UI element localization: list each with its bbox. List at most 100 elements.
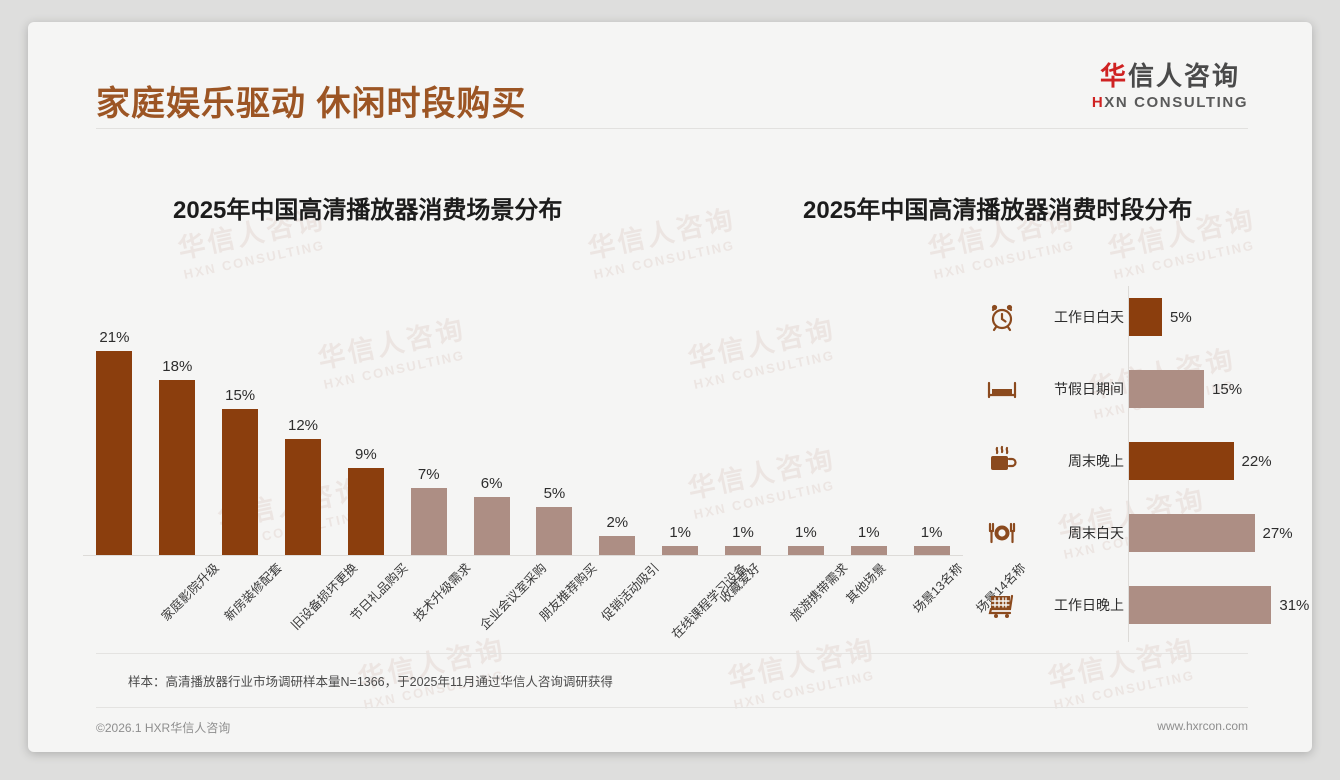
timeslot-bar-value-label: 5% [1170, 308, 1192, 326]
website-link[interactable]: www.hxrcon.com [1157, 719, 1248, 733]
timeslot-bar[interactable] [1129, 370, 1205, 408]
scene-bar[interactable] [536, 507, 573, 556]
scene-bar[interactable] [913, 546, 950, 556]
scene-category-label: 新房装修配套 [222, 560, 286, 624]
logo-cn-rest: 信人咨询 [1128, 61, 1241, 91]
scene-bar-column[interactable]: 21% [83, 306, 146, 556]
timeslot-category-label: 周末晚上 [1068, 453, 1124, 469]
scene-bar[interactable] [96, 350, 133, 556]
sample-footnote: 样本：高清播放器行业市场调研样本量N=1366，于2025年11月通过华信人咨询… [128, 675, 613, 689]
scene-bar-value-label: 6% [480, 475, 503, 493]
timeslot-bar-value-label: 22% [1241, 452, 1272, 470]
scene-bar-value-label: 5% [543, 485, 566, 503]
timeslot-chart-axis [1128, 286, 1129, 642]
scene-bar-value-label: 1% [920, 524, 943, 542]
scene-bar-value-label: 21% [99, 328, 130, 346]
charts-area: 2025年中国高清播放器消费场景分布 2025年中国高清播放器消费时段分布 21… [28, 126, 1312, 681]
scene-bar-value-label: 1% [669, 524, 691, 542]
scene-bar-column[interactable]: 12% [272, 306, 335, 556]
timeslot-bar-group: 5% [1129, 298, 1192, 336]
timeslot-category-label: 节假日期间 [1054, 381, 1124, 397]
bed-icon [986, 373, 1018, 405]
scene-bar-column[interactable]: 18% [146, 306, 209, 556]
timeslot-row[interactable]: 周末白天 27% [978, 510, 1293, 556]
scene-category-labels: 家庭影院升级 新房装修配套 旧设备损坏更换 节日礼品购买 技术升级需求 企业会议室采购 朋友… [83, 558, 1028, 678]
timeslot-category-label: 工作日白天 [1054, 309, 1124, 325]
scene-bar-column[interactable]: 1% [712, 306, 775, 556]
timeslot-row[interactable]: 工作日白天 5% [978, 294, 1278, 340]
scene-bar-column[interactable]: 2% [586, 306, 649, 556]
scene-bar[interactable] [222, 409, 259, 556]
scene-category-label: 企业会议室采购 [477, 560, 549, 633]
scene-bar-column[interactable]: 15% [209, 306, 272, 556]
timeslot-row[interactable]: 周末晚上 22% [978, 438, 1278, 484]
slide-footer: ©2026.1 HXR华信人咨询 www.hxrcon.com [96, 719, 1248, 736]
timeslot-bar-group: 31% [1129, 586, 1309, 624]
scene-bar[interactable] [787, 546, 824, 556]
scene-bars-container: 21% 18% 15% 12% 9% 7% 6% 5% 2% 1% 1% 1% 1% 1% [83, 306, 963, 556]
scene-bar-value-label: 18% [162, 358, 193, 376]
scene-bar-value-label: 1% [857, 524, 880, 542]
scene-bar[interactable] [850, 546, 887, 556]
timeslot-bar-value-label: 15% [1212, 380, 1243, 398]
slide-canvas: 家庭娱乐驱动 休闲时段购买 华信人咨询 HXN CONSULTING 华信人咨询… [28, 22, 1312, 752]
timeslot-bar-group: 22% [1129, 442, 1272, 480]
scene-category-label: 技术升级需求 [410, 560, 474, 624]
scene-bar-value-label: 15% [225, 387, 256, 405]
scene-bar-column[interactable]: 1% [774, 306, 837, 556]
scene-bar[interactable] [410, 487, 447, 556]
scene-chart-title: 2025年中国高清播放器消费场景分布 [173, 197, 563, 224]
timeslot-chart-title: 2025年中国高清播放器消费时段分布 [803, 197, 1193, 224]
timeslot-bar[interactable] [1129, 586, 1272, 624]
scene-bar-value-label: 2% [606, 514, 629, 532]
scene-bar-column[interactable]: 5% [523, 306, 586, 556]
timeslot-category-label: 周末白天 [1068, 525, 1124, 541]
scene-bar-column[interactable]: 9% [334, 306, 397, 556]
timeslot-category-label: 工作日晚上 [1054, 597, 1124, 613]
scene-category-label: 其他场景 [843, 560, 889, 607]
scene-bar-column[interactable]: 1% [900, 306, 963, 556]
scene-bar-value-label: 7% [417, 465, 440, 483]
scene-bar[interactable] [473, 497, 510, 556]
logo-en-accent-char: H [1091, 93, 1105, 111]
footnote-divider [96, 653, 1248, 654]
copyright-text: ©2026.1 HXR华信人咨询 [96, 721, 231, 735]
scene-bar-column[interactable]: 7% [397, 306, 460, 556]
scene-category-label: 家庭影院升级 [159, 560, 223, 624]
scene-bar-column[interactable]: 1% [649, 306, 712, 556]
header-divider [96, 128, 1248, 129]
timeslot-row[interactable]: 节假日期间 15% [978, 366, 1278, 412]
footer-divider [96, 707, 1248, 708]
company-logo: 华信人咨询 HXN CONSULTING [1070, 62, 1270, 111]
scene-bar[interactable] [725, 546, 762, 556]
logo-cn-accent-char: 华 [1099, 61, 1128, 91]
timeslot-bar[interactable] [1129, 514, 1255, 552]
scene-bar[interactable] [159, 380, 196, 556]
timeslot-bar-group: 27% [1129, 514, 1293, 552]
scene-bar-value-label: 1% [795, 524, 817, 542]
timeslot-bar[interactable] [1129, 442, 1234, 480]
scene-category-label: 场景13名称 [910, 560, 966, 616]
scene-bar-column[interactable]: 1% [837, 306, 900, 556]
scene-bar[interactable] [285, 438, 321, 556]
scene-bar-value-label: 1% [732, 524, 754, 542]
logo-english-text: HXN CONSULTING [1070, 94, 1270, 111]
scene-bar[interactable] [347, 468, 384, 556]
scene-chart-baseline [83, 555, 963, 556]
scene-category-label: 旧设备损坏更换 [288, 560, 361, 633]
scene-bar[interactable] [599, 536, 636, 556]
dinner-plate-icon [986, 517, 1018, 549]
timeslot-bar[interactable] [1129, 298, 1163, 336]
timeslot-distribution-bar-chart: 工作日白天 5% 节假日期间 15% 周末晚上 22% 周末白天 27% 工作日晚上 31% [978, 286, 1309, 646]
scene-bar-value-label: 9% [355, 446, 377, 464]
timeslot-row[interactable]: 工作日晚上 31% [978, 582, 1309, 628]
timeslot-bar-group: 15% [1129, 370, 1242, 408]
scene-bar-column[interactable]: 6% [460, 306, 523, 556]
coffee-cup-icon [986, 445, 1018, 477]
slide-header: 家庭娱乐驱动 休闲时段购买 华信人咨询 HXN CONSULTING [28, 22, 1312, 129]
page-title: 家庭娱乐驱动 休闲时段购买 [96, 85, 527, 123]
logo-en-rest: XN CONSULTING [1104, 93, 1249, 111]
scene-bar[interactable] [662, 546, 699, 556]
logo-chinese-text: 华信人咨询 [1070, 62, 1270, 91]
timeslot-bar-value-label: 31% [1279, 596, 1310, 614]
